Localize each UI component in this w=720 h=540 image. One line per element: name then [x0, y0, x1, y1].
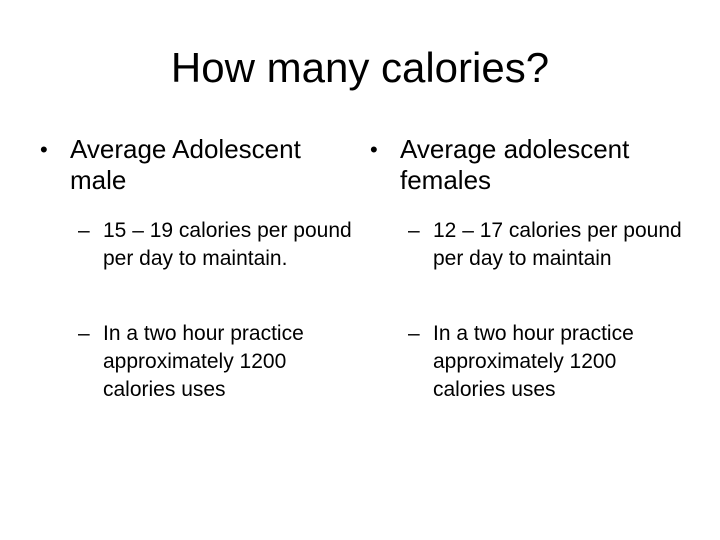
- sub-item-text: In a two hour practice approximately 120…: [103, 322, 304, 401]
- sub-item-text: 15 – 19 calories per pound per day to ma…: [103, 219, 352, 270]
- bullet-icon: •: [370, 137, 378, 162]
- left-column: • Average Adolescent male – 15 – 19 calo…: [40, 134, 360, 404]
- sub-item: – 15 – 19 calories per pound per day to …: [40, 217, 360, 273]
- sub-item-text: 12 – 17 calories per pound per day to ma…: [433, 219, 682, 270]
- bullet-text: Average Adolescent male: [70, 134, 301, 195]
- right-column: • Average adolescent females – 12 – 17 c…: [370, 134, 690, 404]
- dash-icon: –: [78, 219, 90, 242]
- slide-title: How many calories?: [170, 44, 550, 91]
- sub-item: – 12 – 17 calories per pound per day to …: [370, 217, 690, 273]
- sub-item: – In a two hour practice approximately 1…: [370, 320, 690, 404]
- sub-item-text: In a two hour practice approximately 120…: [433, 322, 634, 401]
- bullet-icon: •: [40, 137, 48, 162]
- bullet-item: • Average Adolescent male: [40, 134, 360, 196]
- dash-icon: –: [408, 219, 420, 242]
- dash-icon: –: [408, 322, 420, 345]
- dash-icon: –: [78, 322, 90, 345]
- sub-item: – In a two hour practice approximately 1…: [40, 320, 360, 404]
- bullet-text: Average adolescent females: [400, 134, 630, 195]
- bullet-item: • Average adolescent females: [370, 134, 690, 196]
